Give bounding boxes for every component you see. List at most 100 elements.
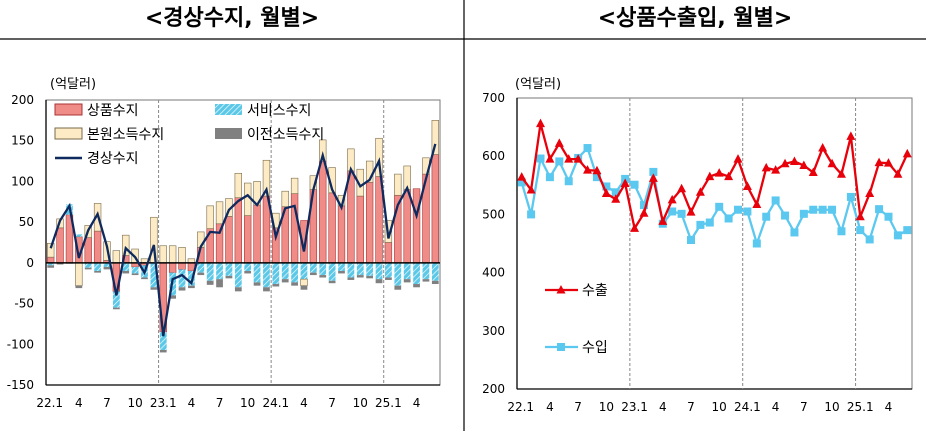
x-tick-label: 7 [328, 396, 336, 410]
export-point [545, 154, 555, 163]
import-point [527, 210, 536, 219]
primary-income-bar [112, 250, 121, 264]
goods-balance-bar [93, 230, 102, 264]
goods-balance-bar [384, 242, 393, 264]
goods-balance-bar [178, 262, 186, 270]
transfer-income-bar [150, 287, 158, 290]
services-balance-bar [291, 262, 298, 283]
goods-balance-bar [234, 197, 242, 264]
services-balance-bar [131, 266, 139, 274]
export-point [771, 165, 781, 174]
x-tick-label: 10 [240, 396, 255, 410]
import-point [837, 227, 846, 236]
import-point [536, 154, 545, 163]
services-balance-bar [394, 262, 402, 286]
transfer-income-bar [56, 262, 64, 265]
current-account-line [49, 143, 437, 337]
y-tick-label: 100 [11, 174, 34, 188]
import-point [555, 157, 564, 166]
legend-goods-label: 상품수지 [87, 103, 139, 119]
export-point [611, 194, 621, 203]
services-balance-bar [385, 262, 392, 278]
services-balance-bar [253, 262, 261, 283]
export-point [695, 187, 705, 196]
import-point [856, 226, 865, 235]
services-balance-bar [159, 332, 167, 350]
x-tick-label: 22.1 [507, 400, 534, 414]
import-point [668, 207, 677, 216]
transfer-income-bar [338, 271, 345, 274]
import-point [517, 178, 526, 187]
transfer-income-bar [47, 265, 55, 268]
y-tick-label: -150 [7, 378, 34, 392]
services-balance-bar [244, 262, 252, 271]
goods-balance-bar [290, 193, 299, 264]
import-point [705, 218, 714, 227]
services-balance-bar [103, 262, 111, 267]
export-point [780, 158, 790, 168]
export-point [827, 158, 837, 168]
goods-balance-bar [356, 195, 364, 264]
legend-current-account-label: 경상수지 [87, 151, 139, 167]
export-point [517, 172, 527, 181]
import-point [865, 235, 874, 244]
transfer-income-bar [103, 266, 111, 270]
import-point [893, 231, 902, 240]
import-point [545, 173, 554, 182]
services-balance-bar [75, 234, 83, 237]
x-tick-label: 22.1 [36, 396, 63, 410]
transfer-income-bar [366, 275, 374, 279]
primary-income-bar [122, 234, 130, 256]
x-tick-label: 4 [659, 400, 667, 414]
services-balance-bar [403, 262, 411, 280]
services-balance-bar [309, 262, 317, 273]
services-balance-bar [281, 262, 289, 280]
x-tick-label: 10 [599, 400, 614, 414]
goods-balance-bar [84, 237, 92, 264]
export-point [836, 169, 846, 178]
transfer-income-bar [263, 287, 270, 292]
x-tick-label: 4 [75, 396, 83, 410]
transfer-income-bar [375, 279, 383, 284]
export-point [893, 169, 903, 178]
export-point [902, 148, 912, 158]
primary-income-bar [178, 247, 186, 264]
transfer-income-bar [347, 277, 355, 280]
services-balance-bar [188, 271, 195, 286]
services-balance-bar [234, 262, 242, 288]
primary-income-bar [47, 243, 55, 258]
x-tick-label: 10 [824, 400, 839, 414]
goods-balance-bar [328, 192, 336, 264]
transfer-income-bar [197, 272, 205, 276]
import-point [715, 202, 724, 211]
services-balance-bar [347, 262, 355, 278]
services-balance-bar [225, 262, 233, 276]
import-point [630, 180, 639, 189]
services-balance-bar [422, 262, 430, 280]
export-point [742, 181, 752, 190]
services-balance-bar [94, 262, 101, 271]
transfer-income-bar [131, 273, 139, 276]
services-balance-bar [122, 262, 130, 271]
import-point [677, 209, 686, 218]
right-unit-label: (억달러) [515, 77, 561, 92]
x-tick-label: 4 [300, 396, 308, 410]
goods-balance-bar [403, 189, 411, 264]
export-point [536, 118, 546, 128]
export-point [855, 211, 865, 221]
import-point [884, 212, 893, 221]
y-tick-label: 150 [11, 134, 34, 148]
export-point [648, 173, 658, 182]
goods-balance-bar [337, 205, 346, 264]
services-balance-bar [338, 262, 345, 271]
services-balance-bar [300, 262, 308, 280]
import-point [828, 205, 837, 214]
y-tick-label: 200 [11, 93, 34, 107]
transfer-income-bar [141, 277, 148, 280]
import-point [592, 173, 601, 182]
services-balance-bar [178, 269, 186, 288]
export-point [883, 158, 893, 167]
services-balance-bar [366, 262, 374, 276]
goods-balance-bar [365, 181, 374, 264]
